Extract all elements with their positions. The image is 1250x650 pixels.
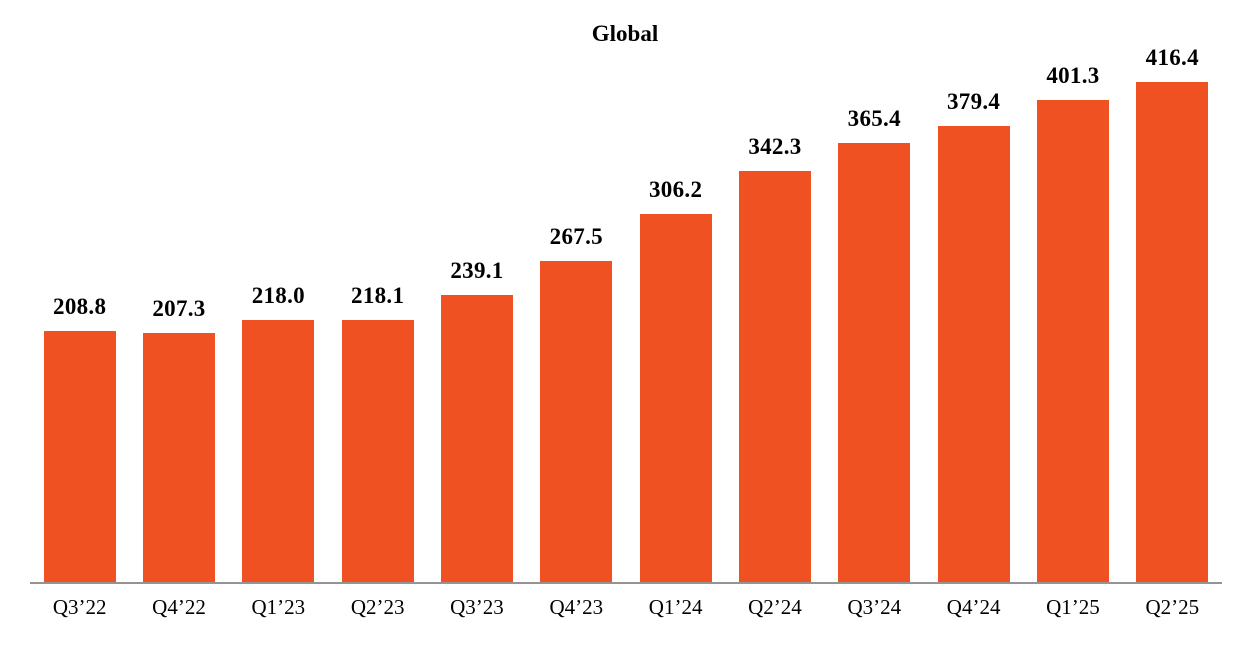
bar-value-label: 365.4	[847, 106, 901, 131]
x-axis-label: Q2’24	[748, 595, 802, 619]
chart-column: 207.3	[129, 60, 228, 582]
bar-value-label: 267.5	[549, 224, 603, 249]
bar-value-label: 239.1	[450, 258, 504, 283]
x-axis-label: Q1’23	[251, 595, 306, 619]
x-axis-labels: Q3’22 Q4’22 Q1’23 Q2’23 Q3’23 Q4’23 Q1’24 Q2’24…	[30, 595, 1222, 619]
chart-column: 218.0	[229, 60, 328, 582]
x-axis-label: Q4’24	[946, 595, 1001, 619]
chart-column: 239.1	[427, 60, 526, 582]
x-axis-label: Q3’24	[847, 595, 902, 619]
chart-column: 208.8	[30, 60, 129, 582]
bar	[738, 171, 811, 582]
bar	[142, 333, 215, 582]
chart-column: 267.5	[527, 60, 626, 582]
chart-column: 365.4	[825, 60, 924, 582]
bar-value-label: 379.4	[946, 89, 1001, 114]
bar-value-label: 218.0	[251, 283, 305, 308]
x-axis-label: Q3’22	[52, 595, 107, 619]
chart-column: 306.2	[626, 60, 725, 582]
bar	[1136, 82, 1209, 582]
bar	[838, 143, 911, 582]
bar-value-label: 416.4	[1145, 45, 1199, 70]
bar	[341, 320, 414, 582]
x-axis-label: Q2’23	[350, 595, 405, 619]
bar	[242, 320, 315, 582]
bar	[639, 214, 712, 582]
x-axis-label: Q1’24	[648, 595, 703, 619]
x-axis-label: Q4’22	[152, 595, 206, 619]
bar	[43, 331, 116, 582]
bar	[440, 295, 513, 582]
bar-value-label: 342.3	[748, 134, 802, 159]
bar-value-label: 218.1	[351, 283, 405, 308]
bar-value-label: 401.3	[1046, 63, 1100, 88]
plot-area: 208.8 207.3 218.0 218.1 239.1 267.5 306.2 342.3…	[30, 46, 1222, 584]
bar	[540, 261, 613, 582]
chart-column: 401.3	[1023, 60, 1122, 582]
chart-column: 416.4	[1123, 46, 1222, 582]
chart-column: 342.3	[725, 60, 824, 582]
chart-column: 218.1	[328, 60, 427, 582]
x-axis-label: Q4’23	[549, 595, 604, 619]
x-axis-label: Q3’23	[450, 595, 504, 619]
bar	[937, 126, 1010, 582]
x-axis-label: Q1’25	[1046, 595, 1100, 619]
bar-value-label: 306.2	[649, 177, 703, 202]
chart-title: Global	[591, 21, 659, 46]
bar	[1036, 100, 1109, 582]
bar-value-label: 208.8	[53, 294, 107, 319]
bar-value-label: 207.3	[152, 296, 206, 321]
x-axis-label: Q2’25	[1145, 595, 1200, 619]
chart-column: 379.4	[924, 60, 1023, 582]
